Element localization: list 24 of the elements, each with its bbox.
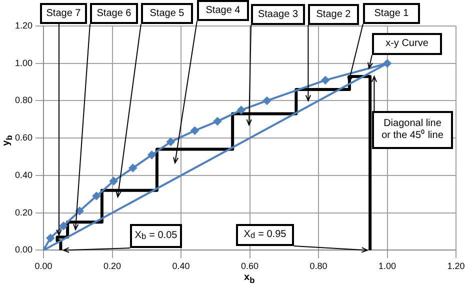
x-tick-label: 0.80	[310, 261, 328, 272]
annotation: x-y Curve	[372, 33, 442, 55]
annotation: Diagonal line or the 45⁰ line	[372, 111, 453, 149]
annotation: Stage 6	[90, 3, 138, 24]
text: Stage 4	[197, 0, 249, 21]
y-tick-label: 0.00	[14, 244, 33, 255]
text: Staage 3	[251, 4, 305, 25]
annotation: Stage 2	[308, 4, 359, 25]
x-tick-label: 1.00	[378, 261, 396, 272]
y-tick-label: 0.80	[14, 95, 33, 106]
x-axis-title: x$_{b}$	[244, 272, 255, 285]
x-tick-label: 0.40	[172, 261, 190, 272]
annotation: Stage 5	[141, 3, 193, 24]
y-tick-label: 0.20	[14, 207, 33, 218]
annotation: Stage 1	[363, 3, 420, 24]
y-tick-label: 1.20	[14, 20, 33, 30]
x-tick-label: 0.60	[240, 261, 259, 272]
y-tick-label: 1.00	[14, 58, 33, 68]
y-tick-label: 0.40	[14, 170, 33, 180]
x-tick-label: 0.00	[34, 261, 52, 272]
y-tick-label: 0.60	[14, 132, 33, 143]
x-tick-label: 0.20	[104, 261, 122, 272]
x-tick-label: 1.20	[447, 261, 465, 272]
annotation: Stage 7	[40, 3, 87, 24]
